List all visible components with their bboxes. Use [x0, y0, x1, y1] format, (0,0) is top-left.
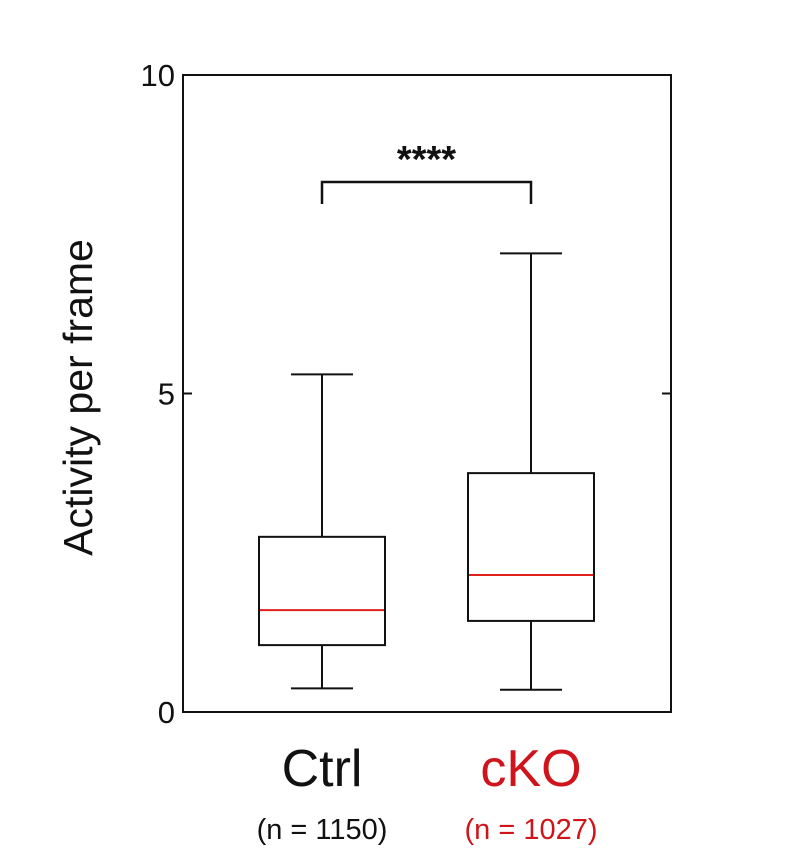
significance-bracket [320, 180, 533, 204]
box-group-cko [467, 252, 595, 691]
iqr-box [467, 472, 595, 622]
category-label-ctrl: Ctrl [282, 740, 363, 798]
y-axis-label: Activity per frame [55, 239, 101, 556]
significance-stars: **** [397, 139, 456, 181]
boxes [258, 252, 595, 691]
box-group-ctrl [258, 373, 386, 690]
y-tick-label-0: 0 [158, 695, 175, 730]
n-label-cko: (n = 1027) [464, 814, 597, 846]
category-label-cko: cKO [480, 740, 581, 798]
axes: 0 5 10 [141, 58, 672, 730]
y-tick-label-1: 5 [158, 377, 175, 412]
significance-annotation: **** [320, 139, 533, 204]
iqr-box [258, 535, 386, 647]
n-label-ctrl: (n = 1150) [257, 814, 388, 846]
labels: Activity per frame Ctrl (n = 1150) cKO (n = … [55, 239, 598, 846]
y-tick-label-2: 10 [141, 58, 175, 93]
